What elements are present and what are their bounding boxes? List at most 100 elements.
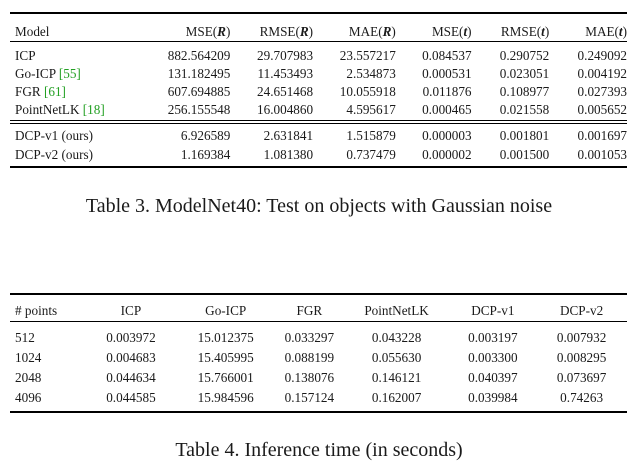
cell-value: 607.694885 xyxy=(167,84,231,100)
cell-value: 2.534873 xyxy=(346,66,396,82)
cell-value: 2048 xyxy=(15,370,42,386)
cell-value: 4096 xyxy=(15,390,42,406)
model-name: DCP-v2 (ours) xyxy=(15,146,94,162)
cell-value: 0.000465 xyxy=(422,102,472,118)
cell-value: 0.001053 xyxy=(577,146,627,162)
header-pointnetlk: PointNetLK xyxy=(364,302,429,318)
cell-value: 0.001801 xyxy=(499,127,550,143)
header-rmse-t: RMSE(t) xyxy=(500,23,550,39)
model-name: FGR [61] xyxy=(15,84,66,100)
cell-value: 0.001500 xyxy=(499,146,550,162)
cell-value: 1.081380 xyxy=(263,146,314,162)
table-row: 2048 0.044634 15.766001 0.138076 0.14612… xyxy=(15,368,627,388)
cell-value: 0.157124 xyxy=(284,390,335,406)
cell-value: 0.74263 xyxy=(560,390,604,406)
cell-value: 6.926589 xyxy=(180,127,231,143)
table-row: 4096 0.044585 15.984596 0.157124 0.16200… xyxy=(15,388,627,408)
cell-value: 0.003972 xyxy=(106,330,156,346)
table-row: 1024 0.004683 15.405995 0.088199 0.05563… xyxy=(15,348,627,368)
cell-value: 882.564209 xyxy=(167,48,231,64)
cell-value: 0.021558 xyxy=(499,102,550,118)
table-row: DCP-v1 (ours) 6.926589 2.631841 1.515879… xyxy=(15,126,627,145)
cell-value: 0.000003 xyxy=(422,127,472,143)
cell-value: 0.011876 xyxy=(422,84,472,100)
table-row: PointNetLK [18] 256.155548 16.004860 4.5… xyxy=(15,101,627,119)
cell-value: 0.000531 xyxy=(422,66,472,82)
cell-value: 0.290752 xyxy=(499,48,550,64)
cell-value: 0.162007 xyxy=(371,390,422,406)
table-row: FGR [61] 607.694885 24.651468 10.055918 … xyxy=(15,83,627,101)
cell-value: 0.001697 xyxy=(577,127,627,143)
model-name: PointNetLK [18] xyxy=(15,102,105,118)
cell-value: 15.766001 xyxy=(197,370,254,386)
table3-group-rule-2 xyxy=(10,123,627,124)
table3-caption: Table 3. ModelNet40: Test on objects wit… xyxy=(85,195,553,217)
table3-top-rule xyxy=(10,12,627,14)
cell-value: 29.707983 xyxy=(257,48,314,64)
table3-header-row: Model MSE(R) RMSE(R) MAE(R) MSE(t) RMSE(… xyxy=(15,22,627,41)
header-points: # points xyxy=(15,302,58,318)
cell-value: 0.044585 xyxy=(106,390,156,406)
cell-value: 1024 xyxy=(15,350,42,366)
cell-value: 0.004683 xyxy=(106,350,156,366)
cell-value: 16.004860 xyxy=(257,102,314,118)
cell-value: 0.249092 xyxy=(577,48,627,64)
cell-value: 4.595617 xyxy=(346,102,396,118)
cell-value: 512 xyxy=(15,330,35,346)
cell-value: 0.146121 xyxy=(371,370,422,386)
model-name: Go-ICP [55] xyxy=(15,66,81,82)
cell-value: 0.043228 xyxy=(371,330,422,346)
cell-value: 11.453493 xyxy=(257,66,314,82)
cell-value: 256.155548 xyxy=(167,102,231,118)
header-fgr: FGR xyxy=(296,302,323,318)
citation-link[interactable]: [55] xyxy=(58,66,81,82)
cell-value: 15.984596 xyxy=(197,390,254,406)
header-dcp-v2: DCP-v2 xyxy=(559,302,604,318)
cell-value: 2.631841 xyxy=(263,127,314,143)
cell-value: 0.073697 xyxy=(556,370,607,386)
header-dcp-v1: DCP-v1 xyxy=(471,302,515,318)
cell-value: 0.055630 xyxy=(371,350,422,366)
citation-link[interactable]: [18] xyxy=(82,102,105,118)
cell-value: 0.004192 xyxy=(577,66,627,82)
table-row: ICP 882.564209 29.707983 23.557217 0.084… xyxy=(15,47,627,65)
header-model: Model xyxy=(15,23,50,39)
header-mae-r: MAE(R) xyxy=(348,23,396,39)
cell-value: 0.040397 xyxy=(468,370,518,386)
cell-value: 131.182495 xyxy=(167,66,231,82)
cell-value: 23.557217 xyxy=(339,48,396,64)
header-mse-t: MSE(t) xyxy=(431,23,472,39)
cell-value: 0.044634 xyxy=(106,370,156,386)
cell-value: 1.515879 xyxy=(346,127,396,143)
header-go-icp: Go-ICP xyxy=(205,302,247,318)
table3-header-rule xyxy=(10,41,627,42)
table-row: 512 0.003972 15.012375 0.033297 0.043228… xyxy=(15,328,627,348)
cell-value: 0.005652 xyxy=(577,102,627,118)
cell-value: 0.084537 xyxy=(422,48,472,64)
cell-value: 0.007932 xyxy=(556,330,607,346)
cell-value: 0.023051 xyxy=(499,66,550,82)
header-icp: ICP xyxy=(120,302,142,318)
cell-value: 15.405995 xyxy=(197,350,254,366)
cell-value: 10.055918 xyxy=(339,84,396,100)
table4-top-rule xyxy=(10,293,627,295)
table4-bottom-rule xyxy=(10,411,627,413)
table3-group-rule-1 xyxy=(10,120,627,121)
cell-value: 0.000002 xyxy=(422,146,472,162)
cell-value: 0.027393 xyxy=(577,84,627,100)
table-row: Go-ICP [55] 131.182495 11.453493 2.53487… xyxy=(15,65,627,83)
table4-header-row: # points ICP Go-ICP FGR PointNetLK DCP-v… xyxy=(15,301,627,320)
header-rmse-r: RMSE(R) xyxy=(259,23,314,39)
table4-caption: Table 4. Inference time (in seconds) xyxy=(175,439,463,461)
model-name: DCP-v1 (ours) xyxy=(15,127,94,143)
cell-value: 0.033297 xyxy=(284,330,335,346)
model-name: ICP xyxy=(15,48,36,64)
header-mae-t: MAE(t) xyxy=(585,23,627,39)
cell-value: 0.003300 xyxy=(468,350,518,366)
cell-value: 0.088199 xyxy=(284,350,335,366)
cell-value: 0.138076 xyxy=(284,370,335,386)
cell-value: 15.012375 xyxy=(197,330,254,346)
citation-link[interactable]: [61] xyxy=(43,84,66,100)
cell-value: 0.039984 xyxy=(468,390,518,406)
header-mse-r: MSE(R) xyxy=(185,23,231,39)
